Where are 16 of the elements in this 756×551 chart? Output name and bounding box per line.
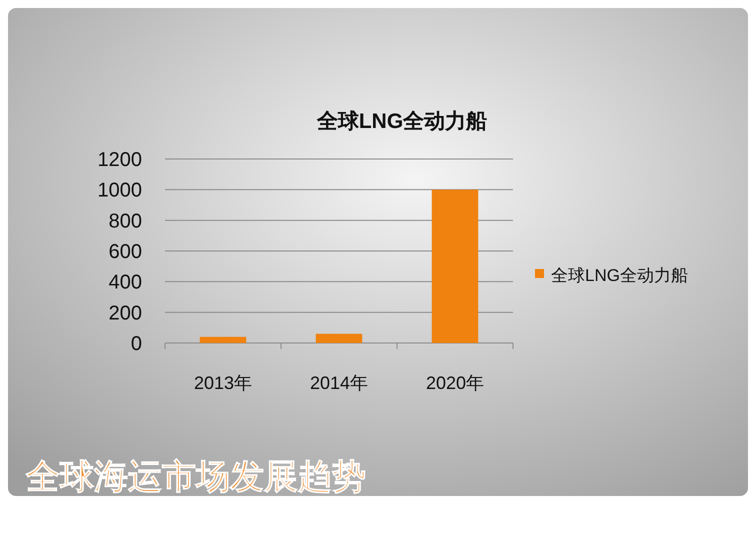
text: 全球海运市场发展趋势 [25, 458, 366, 496]
bar [432, 190, 478, 343]
x-tick-label: 2020年 [426, 373, 484, 393]
y-tick-label: 1200 [98, 149, 142, 171]
y-tick-label: 200 [108, 302, 142, 324]
y-tick-label: 0 [130, 333, 142, 355]
y-tick-label: 1000 [98, 180, 142, 202]
chart-title: 全球LNG全动力船 [316, 110, 488, 133]
y-tick-label: 800 [108, 210, 142, 232]
x-tick-label: 2013年 [194, 373, 252, 393]
bar [200, 336, 246, 343]
bar [316, 334, 362, 343]
x-tick-label: 2014年 [310, 373, 368, 393]
legend-label: 全球LNG全动力船 [551, 266, 688, 285]
y-tick-label: 400 [108, 272, 142, 294]
y-tick-label: 600 [108, 241, 142, 263]
